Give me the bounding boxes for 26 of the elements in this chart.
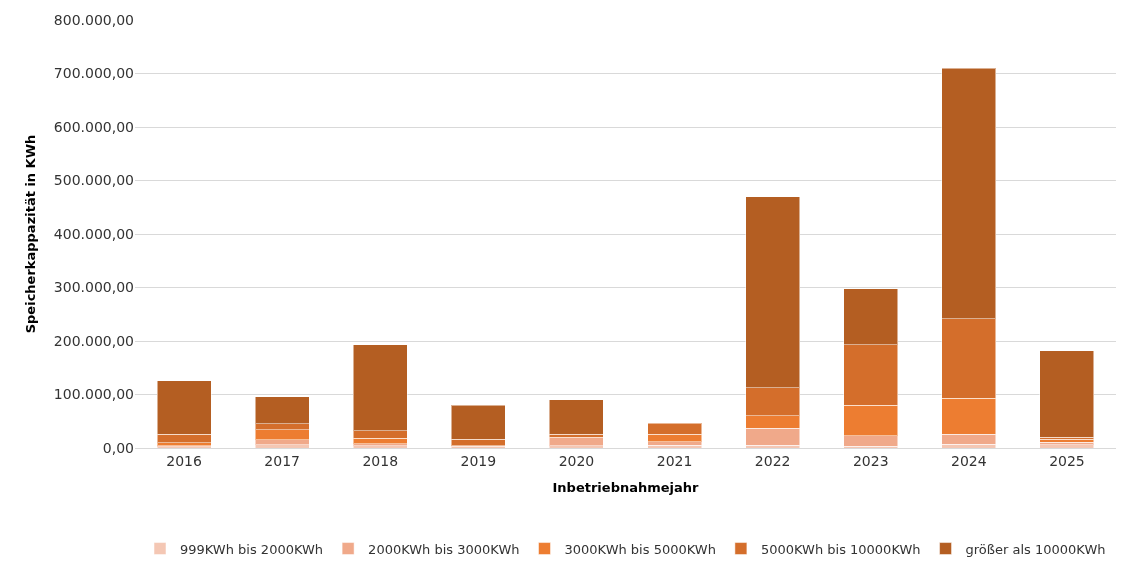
- y-tick-label: 300.000,00: [53, 279, 134, 296]
- x-tick-label: 2023: [852, 452, 889, 469]
- y-tick-label: 400.000,00: [53, 225, 134, 242]
- y-tick-label: 200.000,00: [53, 332, 134, 349]
- x-tick-label: 2018: [362, 452, 399, 469]
- y-tick-label: 600.000,00: [53, 118, 134, 135]
- y-tick-label: 700.000,00: [53, 65, 134, 82]
- legend-label: größer als 10000KWh: [965, 541, 1106, 557]
- y-tick-label: 500.000,00: [53, 172, 134, 189]
- x-tick-label: 2017: [264, 452, 300, 469]
- x-tick-label: 2019: [460, 452, 497, 469]
- legend-label: 2000KWh bis 3000KWh: [368, 541, 520, 557]
- x-tick-label: 2016: [166, 452, 202, 469]
- x-tick-label: 2024: [951, 452, 987, 469]
- x-tick-label: 2020: [558, 452, 595, 469]
- x-axis-title: Inbetriebnahmejahr: [552, 480, 700, 496]
- legend-label: 999KWh bis 2000KWh: [180, 541, 324, 557]
- y-tick-label: 0,00: [102, 439, 134, 456]
- x-tick-label: 2022: [754, 452, 791, 469]
- y-tick-label: 800.000,00: [53, 11, 134, 28]
- legend-label: 5000KWh bis 10000KWh: [760, 541, 921, 557]
- legend-label: 3000KWh bis 5000KWh: [564, 541, 716, 557]
- x-tick-label: 2025: [1049, 452, 1085, 469]
- x-tick-label: 2021: [656, 452, 693, 469]
- y-axis-title: Speicherkappazität in KWh: [22, 134, 38, 334]
- y-tick-label: 100.000,00: [53, 386, 134, 403]
